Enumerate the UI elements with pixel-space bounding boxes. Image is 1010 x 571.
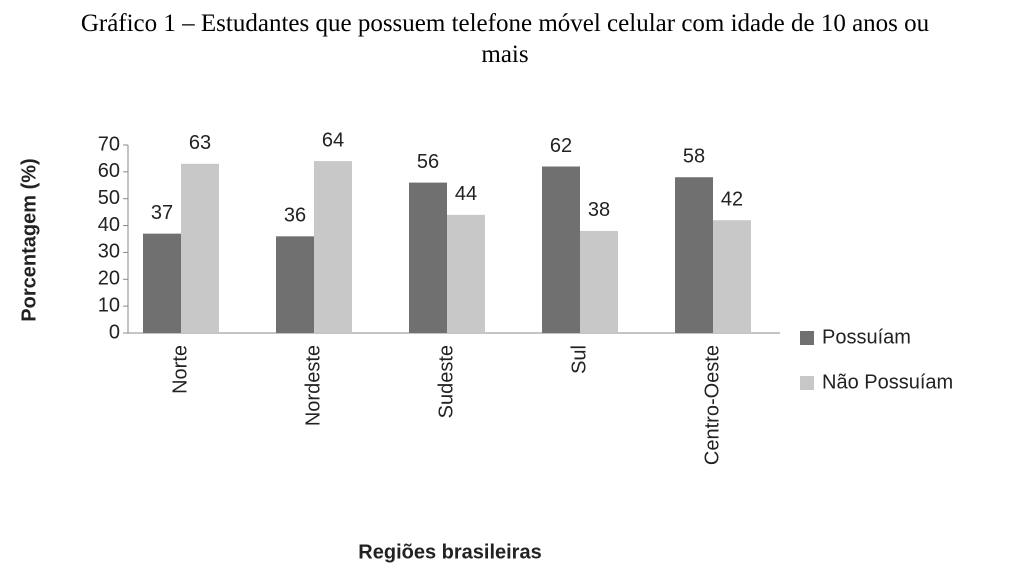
chart-title: Gráfico 1 – Estudantes que possuem telef… xyxy=(80,10,930,68)
bar xyxy=(542,166,580,333)
bar xyxy=(447,214,485,333)
legend-swatch xyxy=(800,376,814,390)
y-tick-label: 10 xyxy=(98,294,120,316)
bar xyxy=(314,161,352,333)
y-tick-label: 40 xyxy=(98,214,120,236)
value-label: 44 xyxy=(455,183,477,205)
value-label: 36 xyxy=(284,205,306,227)
value-label: 56 xyxy=(417,151,439,173)
y-tick-label: 70 xyxy=(98,133,120,155)
y-tick-label: 30 xyxy=(98,241,120,263)
bar xyxy=(580,230,618,333)
value-label: 38 xyxy=(588,199,610,221)
x-tick-label: Sul xyxy=(568,345,590,374)
x-tick-label: Nordeste xyxy=(302,345,324,426)
legend-swatch xyxy=(800,331,814,345)
value-label: 58 xyxy=(683,146,705,168)
value-label: 64 xyxy=(322,129,344,151)
bar xyxy=(143,233,181,333)
x-tick-label: Centro-Oeste xyxy=(701,345,723,465)
value-label: 37 xyxy=(151,202,173,224)
y-tick-label: 20 xyxy=(98,268,120,290)
value-label: 63 xyxy=(189,132,211,154)
bar xyxy=(181,163,219,333)
y-tick-label: 0 xyxy=(109,321,120,343)
bar xyxy=(276,236,314,333)
bar xyxy=(409,182,447,333)
y-tick-label: 60 xyxy=(98,160,120,182)
legend-label: Possuíam xyxy=(822,326,911,348)
x-axis-label: Regiões brasileiras xyxy=(358,541,541,563)
value-label: 42 xyxy=(721,188,743,210)
value-label: 62 xyxy=(550,135,572,157)
y-axis-label: Porcentagem (%) xyxy=(18,158,40,321)
bar xyxy=(675,177,713,333)
y-tick-label: 50 xyxy=(98,187,120,209)
bar xyxy=(713,220,751,333)
x-tick-label: Sudeste xyxy=(435,345,457,418)
x-tick-label: Norte xyxy=(169,345,191,394)
legend-label: Não Possuíam xyxy=(822,371,953,393)
